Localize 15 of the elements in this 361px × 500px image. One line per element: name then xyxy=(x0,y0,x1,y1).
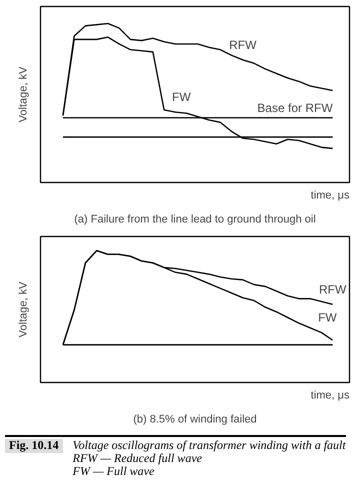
text: RFW — Reduced full wave xyxy=(72,451,202,465)
text: (b) 8.5% of winding failed xyxy=(133,414,257,426)
series-label: FW xyxy=(318,310,338,325)
text: (a) Failure from the line lead to ground through oil xyxy=(74,214,316,226)
x-axis-title: time, μs xyxy=(310,390,350,402)
y-axis-title: Voltage, kV xyxy=(18,66,30,122)
text: Voltage oscillograms of transformer winding with a fault xyxy=(72,438,346,452)
series-label: FW xyxy=(172,90,192,104)
text: FW — Full wave xyxy=(72,464,154,478)
caption: Fig. 10.14 xyxy=(5,438,63,453)
x-axis-title: time, μs xyxy=(310,190,350,202)
ref-line-label: Base for RFW xyxy=(257,100,334,115)
series-label: RFW xyxy=(318,282,347,296)
y-axis-title: Voltage, kV xyxy=(18,281,30,338)
series-label: RFW xyxy=(229,38,258,52)
